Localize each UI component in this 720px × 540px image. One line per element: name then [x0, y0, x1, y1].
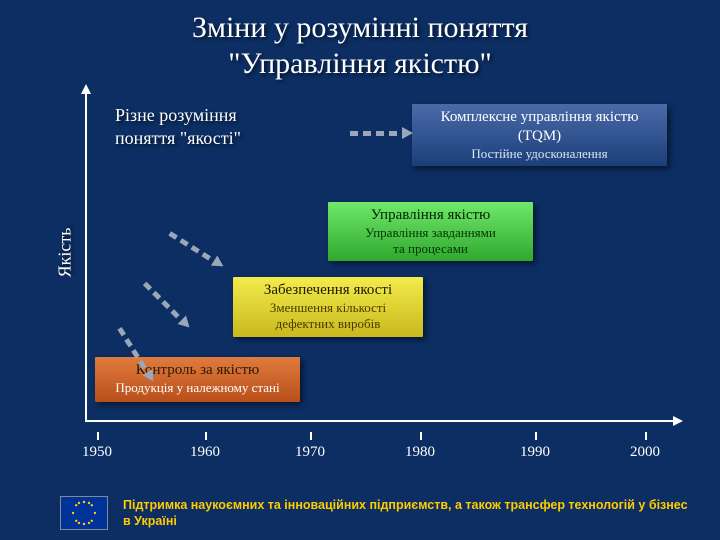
intro-line-1: Різне розуміння [115, 105, 237, 125]
stage-subtitle: Продукція у належному стані [101, 380, 294, 396]
eu-flag-icon [60, 496, 108, 530]
stage-title: Контроль за якістю [101, 361, 294, 380]
arrow-icon [167, 228, 227, 272]
stage-box-tqm: Комплексне управління якістю(TQM)Постійн… [412, 104, 667, 166]
chart-area: Якість Різне розуміння поняття "якості" … [60, 92, 680, 452]
x-tick: 1990 [520, 444, 550, 461]
stage-title: Комплексне управління якістю(TQM) [418, 108, 661, 146]
stage-box-control: Контроль за якістюПродукція у належному … [95, 357, 300, 402]
y-axis-label: Якість [54, 228, 75, 278]
stage-title: Управління якістю [334, 206, 527, 225]
stage-title: Забезпечення якості [239, 281, 417, 300]
stage-box-management: Управління якістюУправління завданнямита… [328, 202, 533, 261]
x-tick: 1950 [82, 444, 112, 461]
footer-text: Підтримка наукоємних та інноваційних під… [123, 497, 690, 530]
intro-line-2: поняття "якості" [115, 128, 241, 148]
y-axis [85, 92, 87, 422]
title-line-2: "Управління якістю" [228, 47, 492, 80]
stage-subtitle: Управління завданнямита процесами [334, 225, 527, 258]
arrow-icon [141, 279, 194, 332]
x-tick: 1970 [295, 444, 325, 461]
title-line-1: Зміни у розумінні поняття [192, 11, 528, 44]
arrow-icon [350, 127, 413, 139]
x-tick: 1980 [405, 444, 435, 461]
intro-text: Різне розуміння поняття "якості" [115, 104, 241, 149]
slide-title: Зміни у розумінні поняття "Управління як… [0, 0, 720, 87]
x-tick: 2000 [630, 444, 660, 461]
footer: Підтримка наукоємних та інноваційних під… [60, 496, 690, 530]
x-axis [85, 420, 675, 422]
stage-subtitle: Зменшення кількостідефектних виробів [239, 300, 417, 333]
stage-subtitle: Постійне удосконалення [418, 146, 661, 162]
x-tick: 1960 [190, 444, 220, 461]
stage-box-assurance: Забезпечення якостіЗменшення кількостіде… [233, 277, 423, 337]
